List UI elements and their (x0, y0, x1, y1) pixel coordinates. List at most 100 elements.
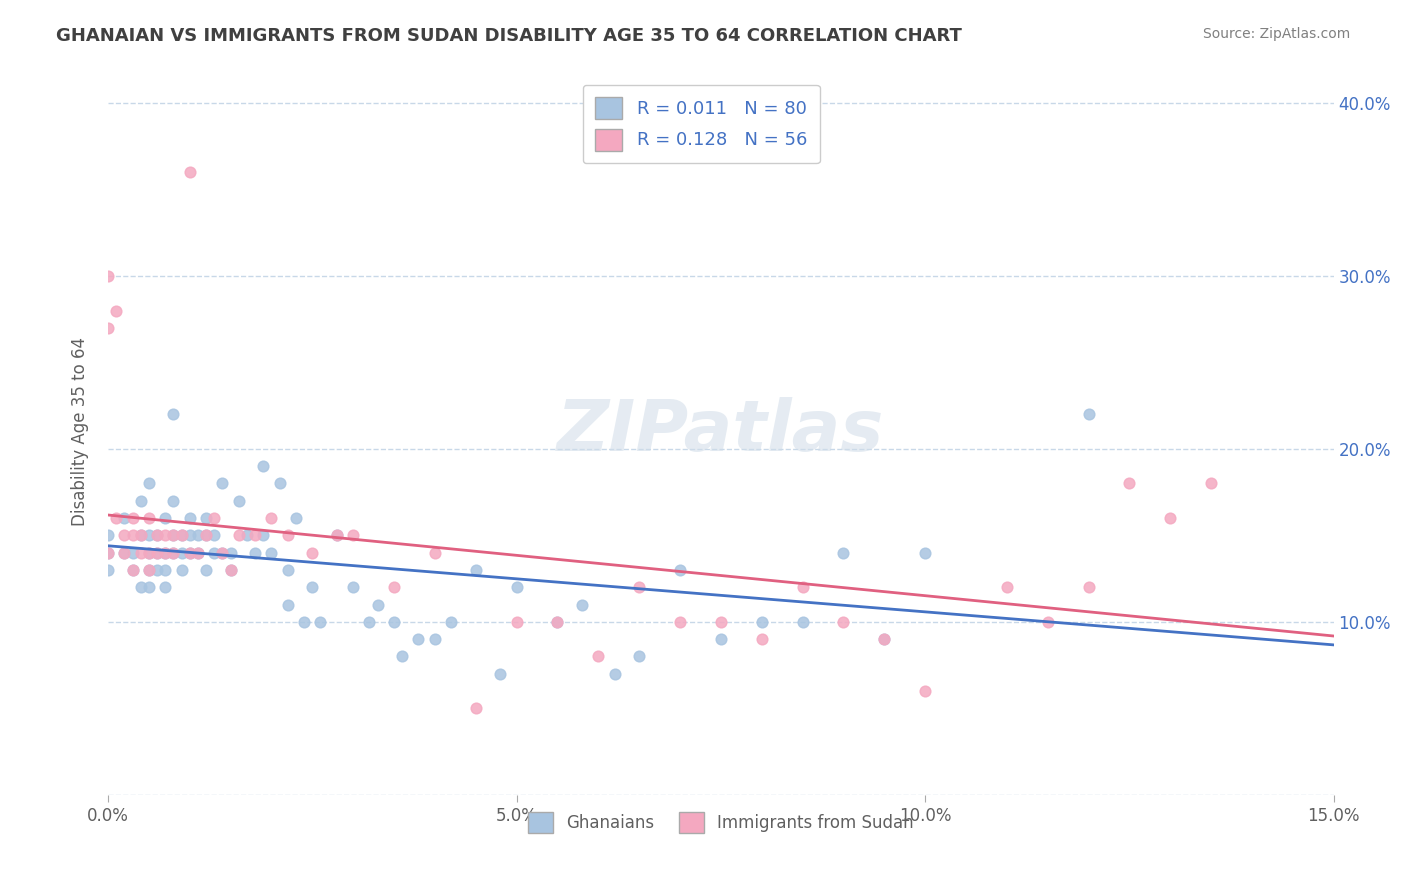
Point (873, 632, 896, 646)
Point (1159, 511, 1181, 525)
Point (138, 546, 160, 560)
Point (153, 546, 176, 560)
Point (112, 511, 135, 525)
Point (219, 563, 242, 577)
Point (153, 546, 176, 560)
Point (121, 528, 143, 542)
Point (112, 546, 135, 560)
Point (138, 476, 160, 491)
Point (179, 511, 201, 525)
Text: GHANAIAN VS IMMIGRANTS FROM SUDAN DISABILITY AGE 35 TO 64 CORRELATION CHART: GHANAIAN VS IMMIGRANTS FROM SUDAN DISABI… (56, 27, 962, 45)
Point (586, 649, 609, 664)
Point (162, 528, 184, 542)
Point (153, 563, 176, 577)
Point (603, 666, 626, 681)
Point (162, 493, 184, 508)
Point (146, 546, 169, 560)
Point (260, 511, 283, 525)
Point (546, 615, 568, 629)
Point (129, 493, 152, 508)
Point (1077, 407, 1099, 421)
Point (669, 615, 692, 629)
Point (112, 546, 135, 560)
Point (832, 546, 855, 560)
Point (162, 407, 184, 421)
Text: Source: ZipAtlas.com: Source: ZipAtlas.com (1202, 27, 1350, 41)
Point (179, 165, 201, 179)
Point (211, 546, 233, 560)
Point (97, 546, 120, 560)
Point (792, 580, 814, 594)
Point (121, 563, 143, 577)
Point (138, 580, 160, 594)
Point (153, 528, 176, 542)
Point (489, 666, 512, 681)
Point (121, 546, 143, 560)
Point (243, 546, 266, 560)
Point (914, 684, 936, 698)
Point (1118, 476, 1140, 491)
Point (153, 511, 176, 525)
Point (751, 615, 773, 629)
Point (219, 546, 242, 560)
Point (162, 546, 184, 560)
Point (146, 563, 169, 577)
Point (228, 528, 250, 542)
Point (129, 528, 152, 542)
Y-axis label: Disability Age 35 to 64: Disability Age 35 to 64 (72, 337, 89, 526)
Point (105, 303, 128, 318)
Point (269, 476, 291, 491)
Point (170, 528, 193, 542)
Point (423, 546, 446, 560)
Point (211, 476, 233, 491)
Text: ZIPatlas: ZIPatlas (557, 397, 884, 467)
Point (170, 546, 193, 560)
Point (170, 563, 193, 577)
Point (342, 528, 364, 542)
Point (423, 632, 446, 646)
Point (121, 511, 143, 525)
Point (138, 546, 160, 560)
Point (1077, 580, 1099, 594)
Point (146, 528, 169, 542)
Point (138, 563, 160, 577)
Point (187, 546, 209, 560)
Point (228, 493, 250, 508)
Point (359, 615, 381, 629)
Point (464, 701, 486, 715)
Point (792, 615, 814, 629)
Point (546, 615, 568, 629)
Point (301, 580, 323, 594)
Point (1199, 476, 1222, 491)
Point (138, 528, 160, 542)
Point (995, 580, 1018, 594)
Point (391, 649, 413, 664)
Point (309, 615, 332, 629)
Point (129, 546, 152, 560)
Point (121, 563, 143, 577)
Point (187, 528, 209, 542)
Point (195, 528, 218, 542)
Point (129, 528, 152, 542)
Point (112, 528, 135, 542)
Point (277, 563, 299, 577)
Point (301, 546, 323, 560)
Point (669, 563, 692, 577)
Point (628, 580, 651, 594)
Point (873, 632, 896, 646)
Point (162, 528, 184, 542)
Point (195, 528, 218, 542)
Point (292, 615, 315, 629)
Point (252, 528, 274, 542)
Point (277, 528, 299, 542)
Point (179, 528, 201, 542)
Point (243, 528, 266, 542)
Point (710, 632, 733, 646)
Point (832, 615, 855, 629)
Point (153, 580, 176, 594)
Point (97, 528, 120, 542)
Point (440, 615, 463, 629)
Point (628, 649, 651, 664)
Point (326, 528, 349, 542)
Point (571, 598, 593, 612)
